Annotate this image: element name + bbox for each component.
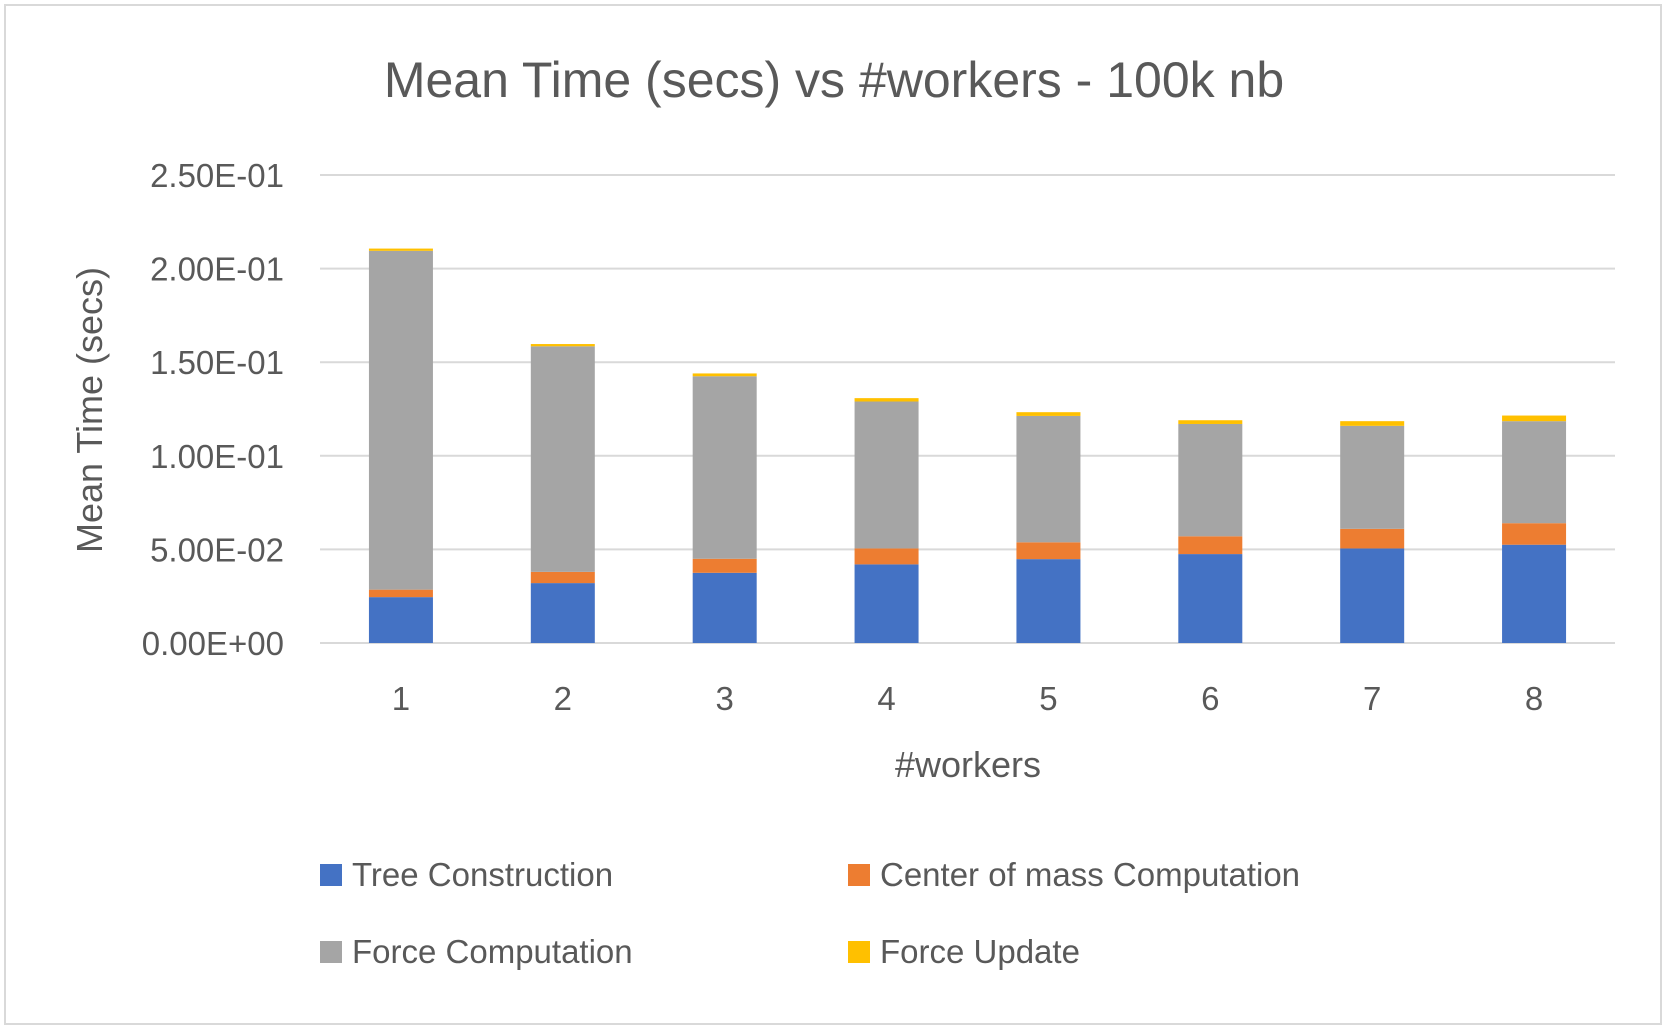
bar-segment-force-computation [1016, 415, 1081, 543]
legend-swatch [320, 864, 342, 886]
bar-segment-tree-construction [368, 597, 433, 643]
bar-segment-center-of-mass-computation [368, 589, 433, 598]
legend: Tree Construction Center of mass Computat… [320, 856, 1300, 970]
x-tick-label: 3 [716, 680, 734, 717]
x-tick-label: 7 [1363, 680, 1381, 717]
legend-label: Force Update [880, 933, 1080, 970]
bar-segment-tree-construction [854, 564, 919, 643]
bar-segment-force-update [530, 344, 595, 347]
legend-item: Tree Construction [320, 856, 613, 893]
bar-segment-tree-construction [692, 572, 757, 643]
x-axis-tick-labels: 1 2 3 4 5 6 7 8 [392, 680, 1543, 717]
bar-segment-force-update [368, 248, 433, 251]
bar-segment-force-computation [1178, 423, 1243, 537]
bar-segment-force-computation [530, 346, 595, 572]
y-tick-label: 1.50E-01 [150, 344, 284, 381]
bar-segment-tree-construction [1340, 548, 1405, 643]
bar-segment-center-of-mass-computation [1502, 523, 1567, 545]
bar-segment-force-update [1016, 412, 1081, 416]
y-tick-label: 2.50E-01 [150, 157, 284, 194]
x-axis-label: #workers [895, 744, 1041, 785]
bar-segment-force-computation [1340, 425, 1405, 529]
y-axis-label: Mean Time (secs) [69, 267, 110, 553]
y-tick-label: 5.00E-02 [150, 531, 284, 568]
bar-segment-tree-construction [1178, 554, 1243, 643]
bars [368, 248, 1567, 643]
legend-label: Center of mass Computation [880, 856, 1300, 893]
x-tick-label: 8 [1525, 680, 1543, 717]
bar-segment-tree-construction [1502, 544, 1567, 643]
y-tick-label: 2.00E-01 [150, 251, 284, 288]
bar-segment-force-update [854, 398, 919, 402]
legend-item: Force Computation [320, 933, 633, 970]
legend-swatch [848, 941, 870, 963]
legend-swatch [848, 864, 870, 886]
bar-segment-center-of-mass-computation [1178, 536, 1243, 555]
bar-segment-center-of-mass-computation [1016, 542, 1081, 560]
gridlines [320, 174, 1615, 644]
bar-segment-center-of-mass-computation [530, 571, 595, 584]
bar-segment-force-computation [854, 401, 919, 549]
bar-segment-tree-construction [1016, 559, 1081, 643]
y-tick-label: 0.00E+00 [142, 625, 284, 662]
bar-segment-force-computation [368, 250, 433, 590]
legend-label: Force Computation [352, 933, 633, 970]
bar-segment-force-update [1502, 415, 1567, 422]
bar-segment-force-computation [1502, 421, 1567, 524]
bar-segment-force-computation [692, 376, 757, 559]
x-tick-label: 6 [1201, 680, 1219, 717]
x-tick-label: 4 [877, 680, 895, 717]
y-tick-label: 1.00E-01 [150, 438, 284, 475]
y-axis-tick-labels: 0.00E+00 5.00E-02 1.00E-01 1.50E-01 2.00E-01… [142, 157, 284, 662]
legend-item: Force Update [848, 933, 1080, 970]
x-tick-label: 5 [1039, 680, 1057, 717]
bar-segment-force-update [1178, 420, 1243, 424]
x-tick-label: 2 [554, 680, 572, 717]
bar-segment-force-update [1340, 421, 1405, 426]
bar-segment-center-of-mass-computation [854, 548, 919, 565]
bar-segment-tree-construction [530, 583, 595, 643]
bar-segment-force-update [692, 373, 757, 377]
legend-label: Tree Construction [352, 856, 613, 893]
bar-segment-center-of-mass-computation [1340, 528, 1405, 549]
legend-swatch [320, 941, 342, 963]
legend-item: Center of mass Computation [848, 856, 1300, 893]
chart-title: Mean Time (secs) vs #workers - 100k nb [384, 52, 1284, 108]
x-tick-label: 1 [392, 680, 410, 717]
bar-segment-center-of-mass-computation [692, 558, 757, 573]
